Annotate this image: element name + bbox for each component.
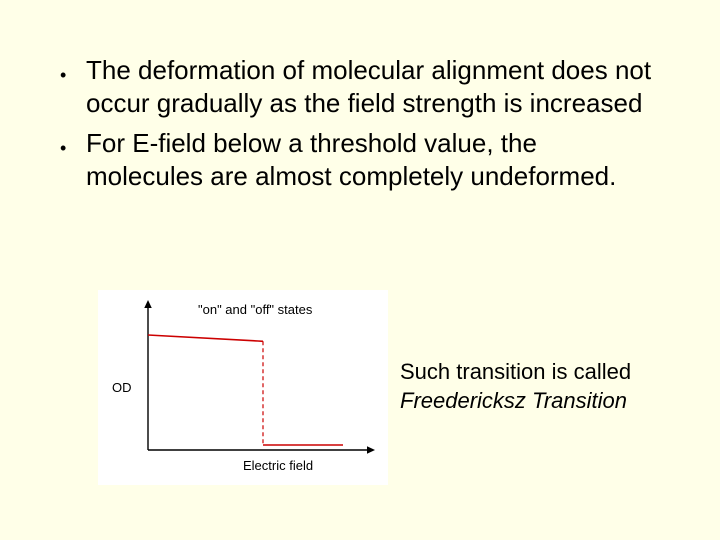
states-label: "on" and "off" states — [198, 302, 312, 317]
caption-line2: Freedericksz Transition — [400, 388, 627, 413]
caption: Such transition is called Freedericksz T… — [400, 358, 690, 415]
bullet-item: • For E-field below a threshold value, t… — [60, 127, 660, 194]
y-axis-label: OD — [112, 380, 132, 395]
bullet-text: For E-field below a threshold value, the… — [86, 127, 660, 194]
chart: OD Electric field "on" and "off" states — [98, 290, 388, 485]
bullet-list: • The deformation of molecular alignment… — [60, 54, 660, 199]
chart-svg — [98, 290, 388, 485]
bullet-item: • The deformation of molecular alignment… — [60, 54, 660, 121]
x-axis-label: Electric field — [243, 458, 313, 473]
bullet-dot: • — [60, 66, 68, 84]
caption-line1: Such transition is called — [400, 359, 631, 384]
bullet-text: The deformation of molecular alignment d… — [86, 54, 660, 121]
bullet-dot: • — [60, 139, 68, 157]
